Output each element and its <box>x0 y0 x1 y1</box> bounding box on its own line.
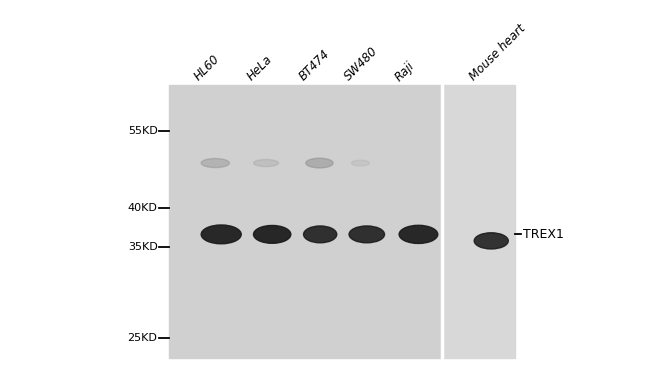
Text: TREX1: TREX1 <box>523 228 564 241</box>
Text: BT474: BT474 <box>296 48 332 84</box>
Ellipse shape <box>306 158 333 168</box>
Ellipse shape <box>304 226 337 243</box>
Ellipse shape <box>349 226 385 243</box>
Text: HL60: HL60 <box>192 53 223 84</box>
Text: SW480: SW480 <box>342 45 381 84</box>
Text: 35KD: 35KD <box>128 242 157 252</box>
Ellipse shape <box>351 160 369 166</box>
Text: Raji: Raji <box>392 59 417 84</box>
Ellipse shape <box>202 225 241 244</box>
Ellipse shape <box>474 233 508 249</box>
Text: Mouse heart: Mouse heart <box>467 22 528 84</box>
Ellipse shape <box>254 225 291 243</box>
Ellipse shape <box>399 225 437 244</box>
Text: 40KD: 40KD <box>127 203 157 213</box>
Bar <box>169 85 442 357</box>
Ellipse shape <box>202 159 229 168</box>
Bar <box>442 85 515 357</box>
Text: 25KD: 25KD <box>127 333 157 343</box>
Text: 55KD: 55KD <box>128 125 157 135</box>
Ellipse shape <box>254 159 278 167</box>
Text: HeLa: HeLa <box>244 53 274 84</box>
